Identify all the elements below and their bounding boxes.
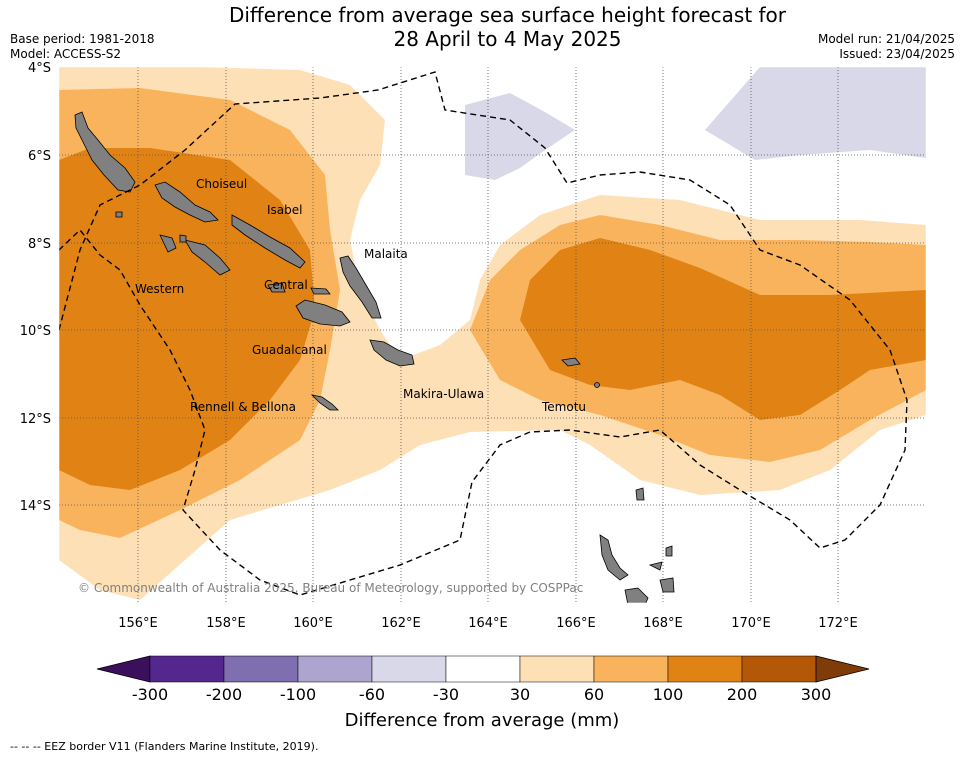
choiseul-island [74, 111, 136, 193]
meta-left: Base period: 1981-2018 Model: ACCESS-S2 [10, 32, 155, 62]
colorbar-segment [593, 655, 669, 683]
espiritu-santo-island [624, 587, 649, 603]
lat-label: 4°S [28, 61, 51, 76]
land [54, 88, 675, 603]
colorbar-tick: 60 [584, 685, 604, 704]
malaita-island [339, 255, 382, 319]
vanua-lava-island [599, 534, 629, 581]
colorbar-segment [371, 655, 447, 683]
lon-label: 172°E [818, 616, 858, 631]
region-label-rennell-bellona: Rennell & Bellona [190, 400, 296, 414]
model-run: Model run: 21/04/2025 [817, 32, 955, 46]
small-island [594, 382, 600, 388]
colorbar-tick: 100 [653, 685, 684, 704]
colorbar: -300 -200 -100 -60 -30 30 60 100 200 300… [96, 655, 870, 731]
lat-label: 12°S [20, 412, 51, 427]
guadalcanal-island [295, 299, 351, 327]
lon-label: 156°E [118, 616, 158, 631]
base-period: Base period: 1981-2018 [10, 32, 155, 46]
small-island [54, 88, 59, 93]
map-title: Difference from average sea surface heig… [150, 3, 865, 51]
lon-label: 168°E [643, 616, 683, 631]
rennell-island [310, 394, 339, 411]
region-label-malaita: Malaita [364, 247, 408, 261]
region-labels: Choiseul Isabel Malaita Western Central … [135, 177, 586, 414]
lon-label: 164°E [468, 616, 508, 631]
colorbar-tick: 300 [801, 685, 832, 704]
region-label-makira-ulawa: Makira-Ulawa [403, 387, 484, 401]
model-name: Model: ACCESS-S2 [10, 47, 122, 61]
eez-border [59, 71, 908, 596]
small-island [635, 487, 645, 501]
meta-right: Model run: 21/04/2025 Issued: 23/04/2025 [818, 32, 955, 62]
colorbar-tick: 200 [727, 685, 758, 704]
colorbar-tick: -100 [280, 685, 316, 704]
colorbar-title: Difference from average (mm) [345, 710, 620, 731]
small-island [115, 211, 123, 218]
colorbar-segment [519, 655, 595, 683]
colorbar-segment [741, 655, 817, 683]
isabel-island [154, 181, 219, 223]
western-islands [184, 239, 231, 276]
longitude-labels: 156°E 158°E 160°E 162°E 164°E 166°E 168°… [118, 616, 858, 631]
small-island [179, 234, 187, 243]
map-frame [58, 66, 927, 604]
lon-label: 166°E [556, 616, 596, 631]
lon-label: 160°E [293, 616, 333, 631]
latitude-labels: 4°S 6°S 8°S 10°S 12°S 14°S [20, 61, 51, 514]
new-georgia-island [159, 234, 177, 253]
lat-label: 14°S [20, 499, 51, 514]
small-island [659, 577, 675, 593]
colorbar-tick: -300 [132, 685, 168, 704]
lon-label: 162°E [381, 616, 421, 631]
title-line-1: Difference from average sea surface heig… [228, 3, 787, 27]
colorbar-min-arrow [96, 655, 151, 683]
copyright-notice: © Commonwealth of Australia 2025, Bureau… [78, 581, 583, 595]
small-island [310, 287, 331, 295]
colorbar-tick: -60 [359, 685, 385, 704]
region-label-isabel: Isabel [267, 203, 302, 217]
colorbar-tick: 30 [510, 685, 530, 704]
santa-cruz-island [561, 357, 581, 367]
small-island [665, 545, 673, 557]
colorbar-segment [667, 655, 743, 683]
colorbar-segment [445, 655, 521, 683]
lon-label: 158°E [206, 616, 246, 631]
anomaly-100-200-area [520, 238, 926, 420]
title-line-2: 28 April to 4 May 2025 [393, 27, 622, 51]
region-label-temotu: Temotu [541, 400, 586, 414]
santa-isabel-island [231, 214, 306, 269]
graticule [59, 67, 926, 603]
lat-label: 8°S [28, 237, 51, 252]
colorbar-segment [297, 655, 373, 683]
region-label-choiseul: Choiseul [196, 177, 247, 191]
makira-island [369, 339, 415, 367]
lon-label: 170°E [731, 616, 771, 631]
florida-islands [267, 282, 286, 293]
colorbar-segment [149, 655, 225, 683]
colorbar-max-arrow [815, 655, 870, 683]
negative-anomaly-area [705, 67, 926, 160]
lat-label: 6°S [28, 149, 51, 164]
lat-label: 10°S [20, 324, 51, 339]
region-label-central: Central [264, 278, 308, 292]
eez-legend: -- -- -- EEZ border V11 (Flanders Marine… [10, 740, 319, 753]
region-label-guadalcanal: Guadalcanal [252, 343, 327, 357]
colorbar-segment [223, 655, 299, 683]
colorbar-tick: -200 [206, 685, 242, 704]
negative-anomaly-area [465, 93, 575, 180]
small-island [648, 561, 663, 571]
colorbar-tick: -30 [433, 685, 459, 704]
contour-fields [59, 67, 926, 603]
region-label-western: Western [135, 282, 184, 296]
issued-date: Issued: 23/04/2025 [839, 47, 955, 61]
